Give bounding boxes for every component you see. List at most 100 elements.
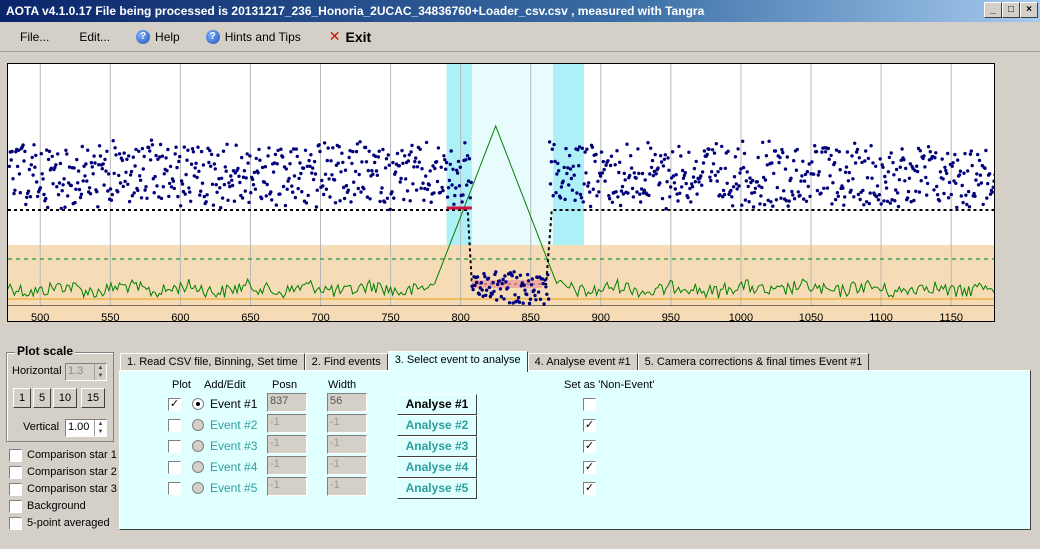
data-point xyxy=(828,174,832,178)
comparison-star-1-checkbox[interactable] xyxy=(9,449,22,462)
event-3-width-field[interactable]: -1 xyxy=(327,435,367,454)
scale-button-1[interactable]: 1 xyxy=(13,388,31,408)
event-2-posn-field[interactable]: -1 xyxy=(267,414,307,433)
background-checkbox[interactable] xyxy=(9,500,22,513)
event-3-non-event-checkbox[interactable]: ✓ xyxy=(583,440,596,453)
data-point xyxy=(375,173,380,177)
event-1-non-event-checkbox[interactable] xyxy=(583,398,596,411)
data-point xyxy=(455,171,460,175)
data-point xyxy=(217,177,221,181)
event-2-radio[interactable] xyxy=(192,419,204,431)
menu-hints[interactable]: ? Hints and Tips xyxy=(196,26,311,48)
data-point xyxy=(949,192,953,197)
analyse-1-button[interactable]: Analyse #1 xyxy=(397,394,477,415)
event-2-non-event-checkbox[interactable]: ✓ xyxy=(583,419,596,432)
event-2-plot-checkbox[interactable] xyxy=(168,419,181,432)
menu-file-label: File... xyxy=(20,29,50,44)
data-point xyxy=(26,189,31,193)
data-point xyxy=(327,177,331,181)
data-point xyxy=(926,145,931,149)
comparison-star-3-checkbox[interactable] xyxy=(9,483,22,496)
event-4-plot-checkbox[interactable] xyxy=(168,461,181,474)
close-button[interactable]: × xyxy=(1020,2,1038,18)
event-1-radio[interactable] xyxy=(192,398,204,410)
event-4-posn-field[interactable]: -1 xyxy=(267,456,307,475)
five-point-averaged-checkbox[interactable] xyxy=(9,517,22,530)
event-5-radio[interactable] xyxy=(192,482,204,494)
event-5-non-event-checkbox[interactable]: ✓ xyxy=(583,482,596,495)
data-point xyxy=(352,192,357,197)
event-4-non-event-checkbox[interactable]: ✓ xyxy=(583,461,596,474)
data-point xyxy=(60,189,64,193)
tab-select-event[interactable]: 3. Select event to analyse xyxy=(387,351,528,372)
event-5-posn-field[interactable]: -1 xyxy=(267,477,307,496)
data-point xyxy=(834,148,839,152)
event-1-width-field[interactable]: 56 xyxy=(327,393,367,412)
data-point xyxy=(777,160,781,165)
scale-button-15[interactable]: 15 xyxy=(81,388,105,408)
event-5-width-field[interactable]: -1 xyxy=(327,477,367,496)
data-point xyxy=(46,157,51,162)
data-point xyxy=(45,148,49,152)
event-5-plot-checkbox[interactable] xyxy=(168,482,181,495)
data-point xyxy=(720,144,724,149)
menu-edit[interactable]: Edit... xyxy=(69,26,120,48)
data-point xyxy=(227,181,231,185)
data-point xyxy=(413,159,417,164)
light-curve-plot[interactable]: 500 550 600 650 700 750 800 850 900 950 1000 1050 11… xyxy=(7,63,995,322)
menu-file[interactable]: File... xyxy=(10,26,59,48)
data-point xyxy=(577,145,582,149)
analyse-3-button[interactable]: Analyse #3 xyxy=(397,436,477,457)
scale-button-5[interactable]: 5 xyxy=(33,388,51,408)
data-point xyxy=(108,187,113,191)
data-point xyxy=(979,181,984,185)
tab-camera-corrections[interactable]: 5. Camera corrections & final times Even… xyxy=(637,353,870,372)
analyse-4-button[interactable]: Analyse #4 xyxy=(397,457,477,478)
data-point xyxy=(492,289,496,294)
tab-read-csv[interactable]: 1. Read CSV file, Binning, Set time xyxy=(120,353,305,372)
data-point xyxy=(549,160,554,164)
data-point xyxy=(346,188,350,192)
data-point xyxy=(826,146,830,151)
menu-exit[interactable]: ✕ Exit xyxy=(319,24,381,49)
data-point xyxy=(634,176,638,180)
tab-find-events[interactable]: 2. Find events xyxy=(304,353,388,372)
data-point xyxy=(105,149,109,153)
event-2-width-field[interactable]: -1 xyxy=(327,414,367,433)
data-point xyxy=(321,184,325,188)
data-point xyxy=(943,165,947,169)
data-point xyxy=(737,184,741,188)
event-4-width-field[interactable]: -1 xyxy=(327,456,367,475)
scale-button-10[interactable]: 10 xyxy=(53,388,77,408)
comparison-star-2-checkbox[interactable] xyxy=(9,466,22,479)
maximize-button[interactable]: □ xyxy=(1002,2,1020,18)
data-point xyxy=(897,178,902,182)
event-1-plot-checkbox[interactable]: ✓ xyxy=(168,398,181,411)
data-point xyxy=(827,157,831,161)
data-point xyxy=(260,165,265,170)
data-point xyxy=(49,166,53,170)
event-3-radio[interactable] xyxy=(192,440,204,452)
tab-analyse-event[interactable]: 4. Analyse event #1 xyxy=(527,353,638,372)
menu-help[interactable]: ? Help xyxy=(126,26,190,48)
event-1-posn-field[interactable]: 837 xyxy=(267,393,307,412)
event-3-plot-checkbox[interactable] xyxy=(168,440,181,453)
data-point xyxy=(205,193,209,197)
data-point xyxy=(126,182,130,186)
event-4-radio[interactable] xyxy=(192,461,204,473)
data-point xyxy=(716,170,720,174)
data-point xyxy=(442,154,446,158)
analyse-5-button[interactable]: Analyse #5 xyxy=(397,478,477,499)
data-point xyxy=(494,270,498,274)
data-point xyxy=(722,192,727,197)
analyse-2-button[interactable]: Analyse #2 xyxy=(397,415,477,436)
data-point xyxy=(366,168,370,173)
event-3-posn-field[interactable]: -1 xyxy=(267,435,307,454)
vertical-scale-spinner[interactable]: 1.00 ▲ ▼ xyxy=(65,419,107,437)
data-point xyxy=(763,178,768,182)
minimize-button[interactable]: _ xyxy=(984,2,1002,18)
data-point xyxy=(153,174,157,179)
data-point xyxy=(27,167,32,172)
data-point xyxy=(837,150,841,154)
data-point xyxy=(707,147,711,151)
